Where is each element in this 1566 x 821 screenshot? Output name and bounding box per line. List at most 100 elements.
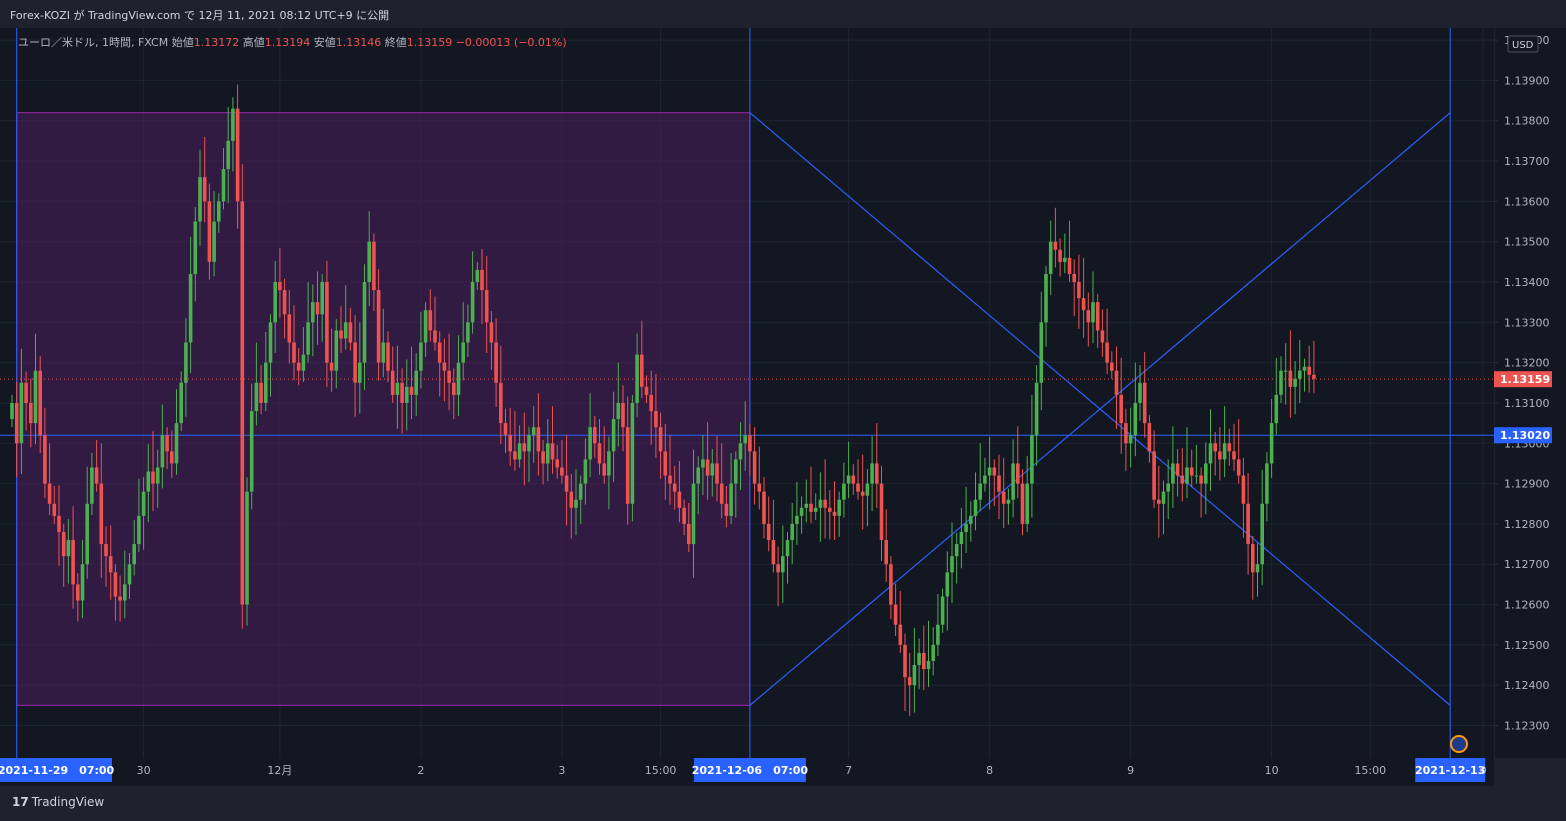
- candle: [1081, 257, 1086, 338]
- candle-body: [1128, 435, 1133, 444]
- price-tick-label: 1.13200: [1504, 357, 1550, 370]
- candle-body: [734, 459, 738, 484]
- candle: [10, 394, 14, 428]
- candle: [954, 532, 959, 584]
- price-chart-svg[interactable]: [0, 28, 1494, 786]
- candle-body: [428, 310, 433, 331]
- candle-body: [701, 459, 705, 468]
- price-tick-label: 1.13400: [1504, 276, 1550, 289]
- candle-body: [1067, 257, 1072, 274]
- candle-body: [578, 483, 583, 500]
- time-tick-label: 3: [558, 764, 565, 777]
- candle-body: [1288, 370, 1293, 387]
- candle-body: [616, 402, 621, 420]
- candle: [484, 256, 489, 353]
- candle-body: [184, 342, 188, 383]
- candle-body: [108, 556, 113, 573]
- candle: [447, 333, 451, 411]
- candle: [1016, 426, 1020, 499]
- candle-body: [334, 330, 339, 371]
- candle: [390, 346, 395, 403]
- legend-open-value: 1.13172: [193, 36, 240, 49]
- candle-body: [1081, 298, 1086, 311]
- time-axis-bar[interactable]: 2021-11-29 07:00 30 12月 2 3 15:00 2021-12-06 0…: [0, 758, 1566, 821]
- candle-body: [1034, 382, 1039, 436]
- candle: [348, 307, 353, 351]
- candle: [381, 308, 386, 378]
- candle-body: [1048, 241, 1053, 274]
- candle: [1251, 536, 1255, 600]
- candle-body: [1147, 423, 1152, 452]
- candle-body: [1039, 322, 1044, 383]
- candle: [90, 452, 94, 516]
- candle-body: [452, 382, 456, 395]
- candle-body: [762, 491, 766, 524]
- candle: [367, 211, 371, 307]
- candle: [1283, 343, 1288, 405]
- candle: [978, 443, 982, 512]
- candle-body: [362, 282, 367, 363]
- price-axis[interactable]: 1.140001.139001.138001.137001.136001.135…: [1493, 28, 1566, 786]
- price-chart-pane[interactable]: [0, 28, 1494, 786]
- candle: [832, 481, 837, 541]
- time-tick: 9: [1127, 764, 1134, 777]
- candle-body: [1152, 451, 1156, 500]
- candle: [155, 449, 160, 508]
- candle: [1006, 488, 1011, 525]
- candle-body: [1279, 370, 1283, 395]
- price-tick-label: 1.13100: [1504, 397, 1550, 410]
- candle: [499, 345, 503, 445]
- candle-body: [837, 499, 841, 516]
- candle-body: [66, 540, 71, 557]
- candle-body: [1307, 366, 1311, 375]
- last-price-label: 1.13159: [1500, 373, 1550, 386]
- candle-body: [33, 370, 38, 424]
- candle-body: [1138, 382, 1142, 403]
- candle-body: [630, 402, 635, 504]
- candle: [33, 333, 38, 445]
- highlighted-date-badge: [1415, 758, 1486, 782]
- candle-body: [240, 201, 245, 605]
- candle: [687, 502, 691, 553]
- tradingview-branding[interactable]: 17 TradingView: [12, 795, 104, 809]
- candle-body: [1114, 370, 1119, 395]
- candle-body: [456, 362, 461, 395]
- candle-body: [1227, 443, 1232, 452]
- time-tick: 30: [137, 764, 151, 777]
- price-axis-svg[interactable]: 1.140001.139001.138001.137001.136001.135…: [1493, 28, 1566, 786]
- candle: [1100, 309, 1105, 358]
- price-tick-label: 1.12300: [1504, 720, 1550, 733]
- candle: [1194, 444, 1199, 484]
- candle-body: [376, 290, 381, 363]
- candle: [226, 107, 230, 203]
- time-tick: 15:00: [645, 764, 677, 777]
- candle-body: [663, 451, 668, 476]
- candle: [893, 583, 898, 637]
- candle-body: [381, 342, 386, 363]
- candle-body: [785, 540, 790, 557]
- candle-body: [635, 354, 639, 403]
- candle-body: [160, 435, 165, 468]
- candle: [179, 371, 183, 432]
- candle-body: [959, 531, 964, 545]
- candle: [936, 594, 940, 657]
- candle-body: [1222, 443, 1227, 460]
- candle-body: [1133, 402, 1138, 436]
- legend-open-label: 始値: [171, 36, 194, 49]
- candle-body: [484, 290, 489, 323]
- candle-body: [1142, 382, 1147, 424]
- candle: [569, 473, 574, 539]
- candle-body: [423, 310, 428, 343]
- candle-body: [358, 362, 362, 383]
- candle-body: [405, 386, 409, 403]
- candle-body: [1091, 302, 1095, 323]
- candle: [1312, 340, 1316, 394]
- time-axis-svg[interactable]: 2021-11-29 07:00 30 12月 2 3 15:00 2021-12-06 0…: [0, 758, 1566, 821]
- candle-body: [813, 507, 818, 512]
- candle: [38, 356, 42, 453]
- candle: [959, 507, 964, 569]
- candle: [945, 551, 950, 631]
- candle-body: [94, 467, 99, 484]
- time-tick-label: 8: [986, 764, 993, 777]
- candle-body: [546, 443, 550, 464]
